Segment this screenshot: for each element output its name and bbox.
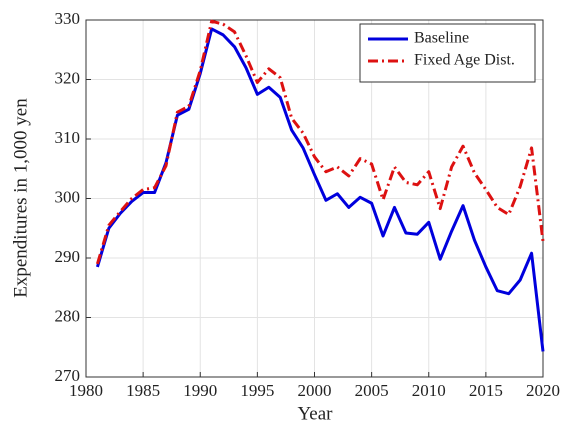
line-series — [95, 27, 545, 352]
x-axis-label: Year — [297, 403, 333, 424]
plot-frame — [85, 19, 544, 378]
y-tick-label: 320 — [55, 68, 81, 87]
y-tick-label: 300 — [55, 187, 81, 206]
y-axis-label: Expenditures in 1,000 yen — [10, 98, 31, 298]
x-tick-label: 1980 — [69, 381, 103, 400]
x-tick-label: 2020 — [526, 381, 560, 400]
y-tick-label: 270 — [55, 366, 81, 385]
y-tick-label: 330 — [55, 9, 81, 28]
legend-label: Fixed Age Dist. — [414, 52, 515, 69]
y-tick-label: 310 — [55, 128, 81, 147]
x-tick-label: 2015 — [469, 381, 503, 400]
y-tick-label: 280 — [55, 306, 81, 325]
legend-box — [359, 23, 536, 83]
y-tick-label: 290 — [55, 247, 81, 266]
legend-label: Baseline — [414, 30, 469, 47]
x-tick-label: 1990 — [183, 381, 217, 400]
x-tick-label: 1985 — [126, 381, 160, 400]
x-tick-label: 2010 — [412, 381, 446, 400]
line-series — [95, 19, 545, 265]
x-tick-label: 2005 — [355, 381, 389, 400]
x-tick-label: 1995 — [240, 381, 274, 400]
x-tick-label: 2000 — [298, 381, 332, 400]
